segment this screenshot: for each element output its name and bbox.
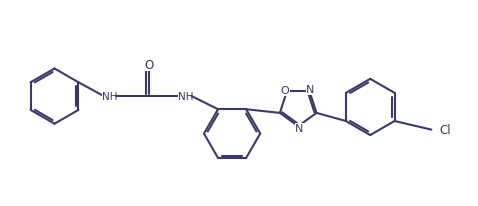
Text: O: O [145,59,154,72]
Text: O: O [281,86,289,96]
Text: N: N [306,85,315,95]
Text: Cl: Cl [439,124,451,136]
Text: NH: NH [178,92,194,102]
Text: NH: NH [102,92,118,102]
Text: N: N [295,124,304,133]
